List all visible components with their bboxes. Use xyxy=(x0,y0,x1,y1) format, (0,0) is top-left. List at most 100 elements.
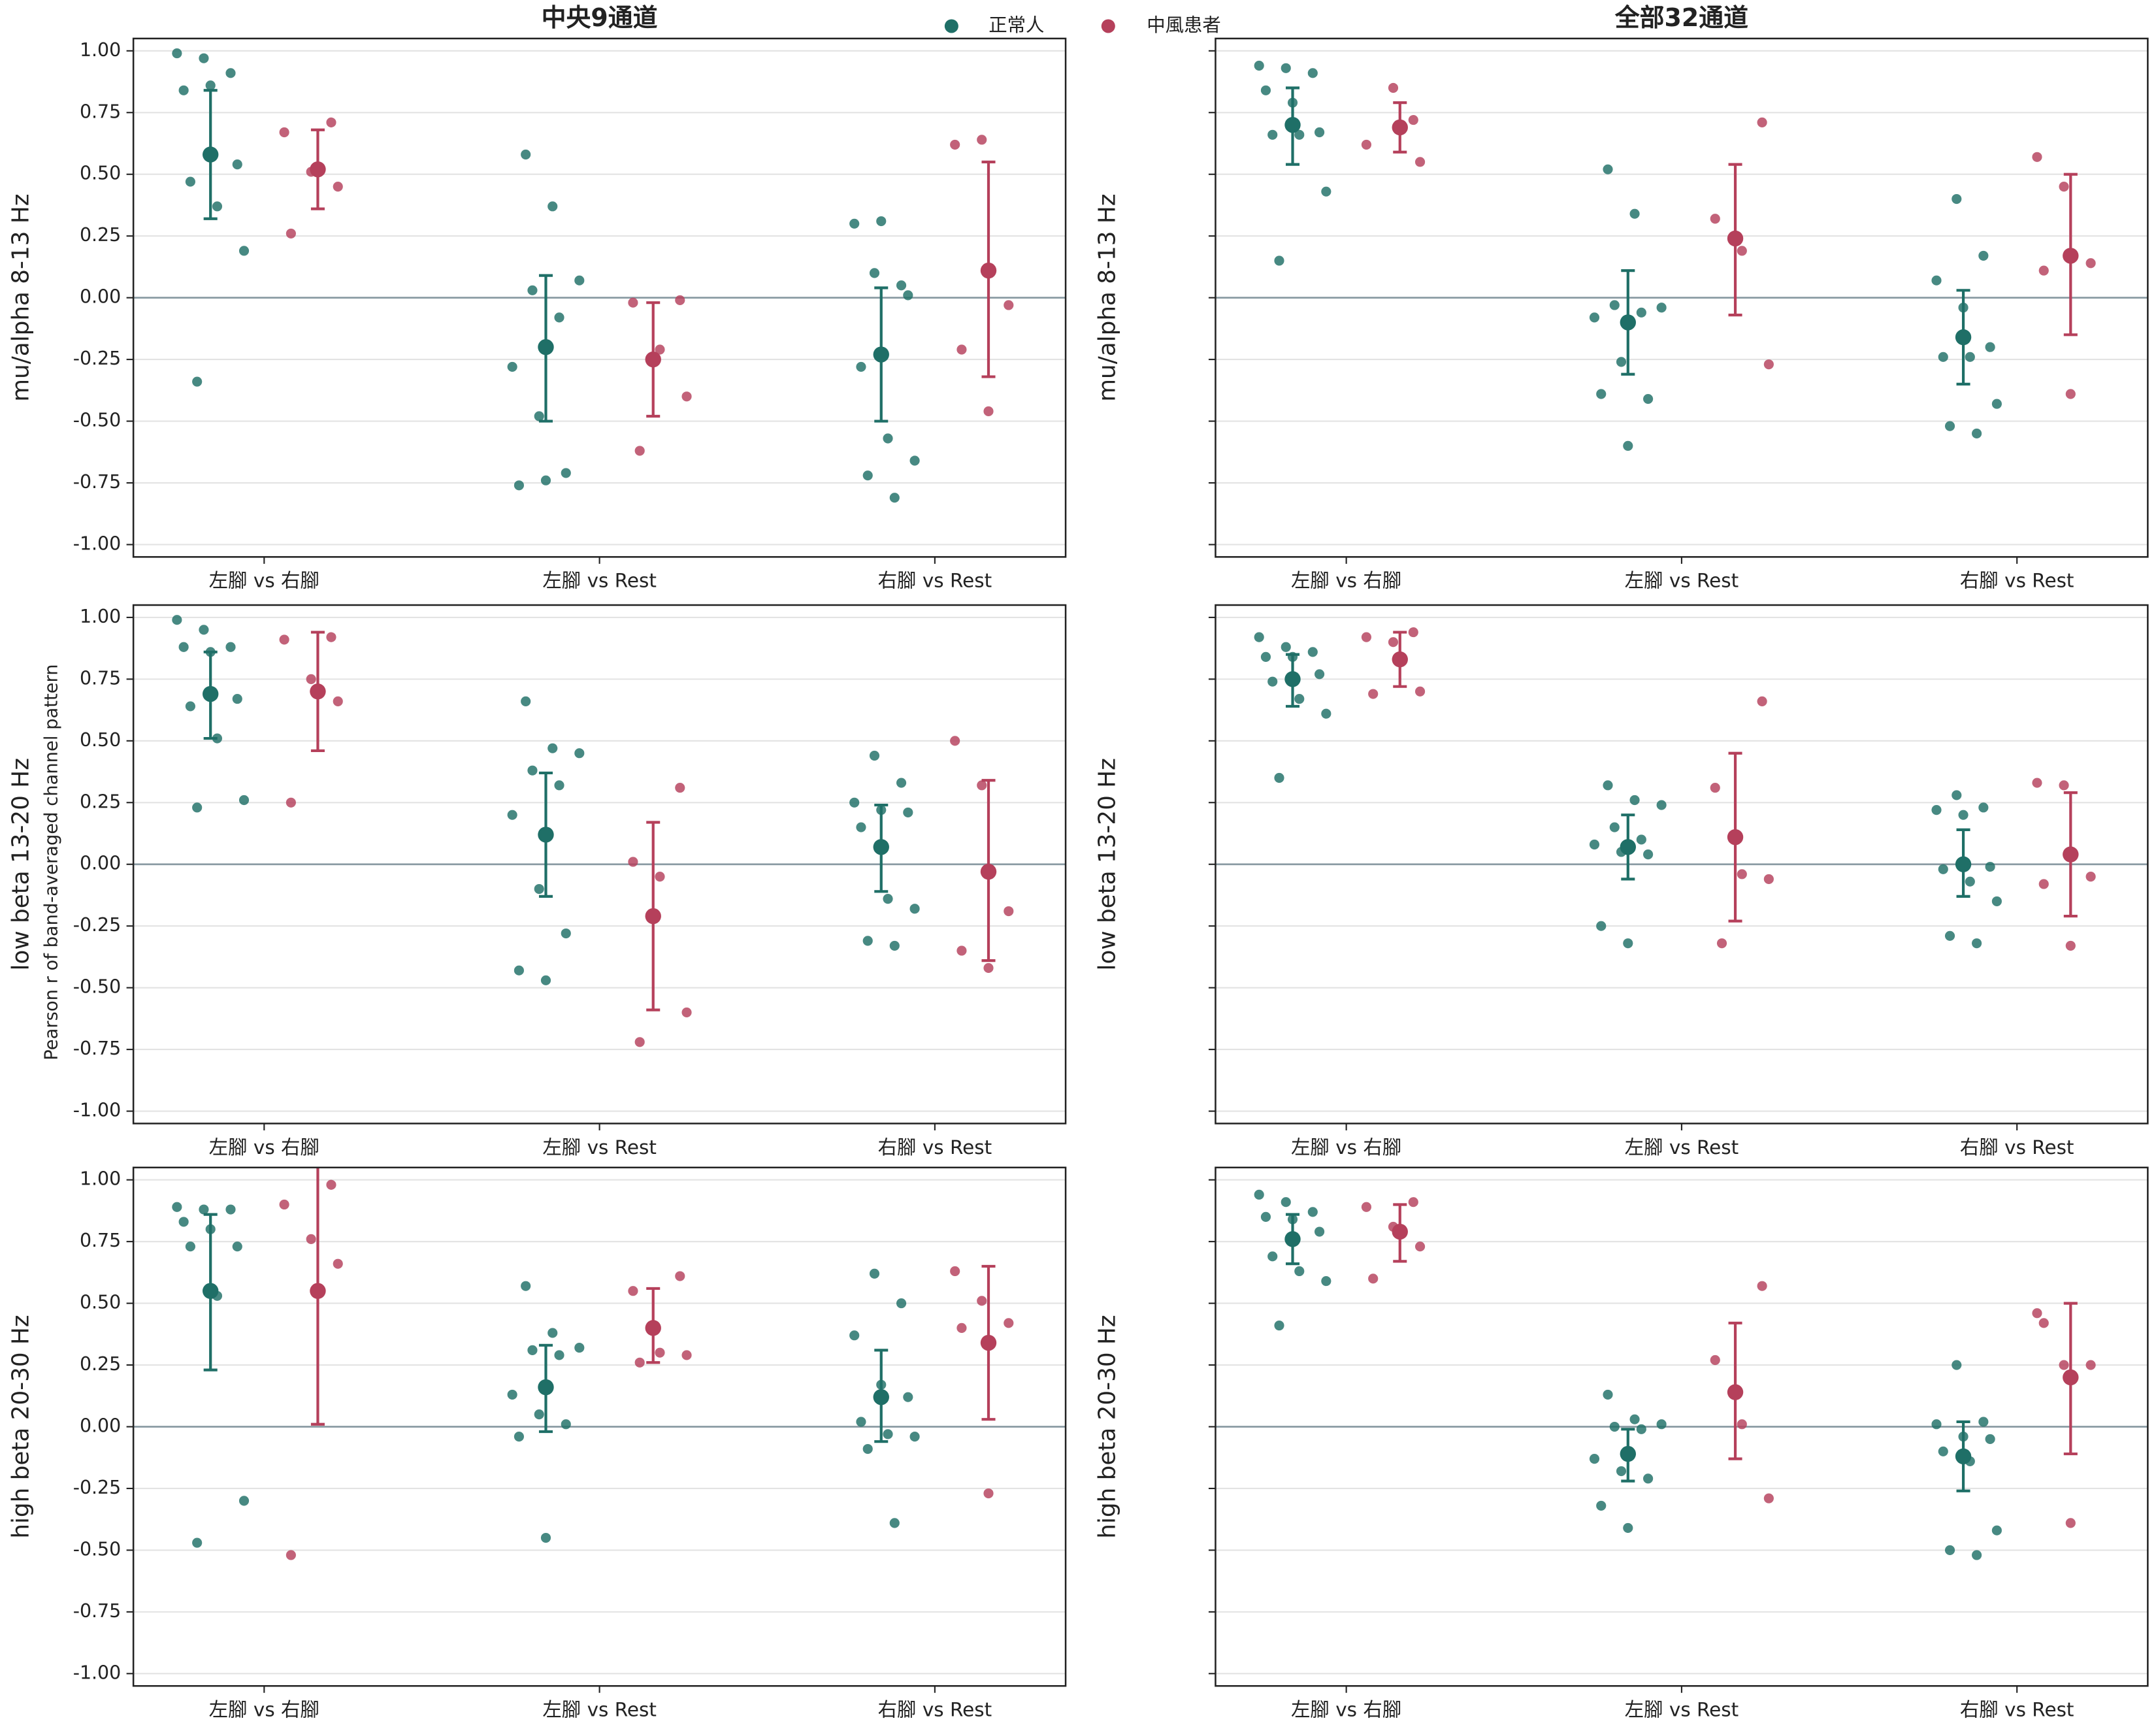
y-tick-label: 1.00 xyxy=(80,39,121,61)
data-point xyxy=(1636,1424,1646,1434)
data-point xyxy=(1274,772,1284,783)
data-point xyxy=(634,1357,645,1368)
mean-marker xyxy=(202,685,219,702)
data-point xyxy=(1623,938,1633,949)
data-point xyxy=(1260,651,1271,662)
data-point xyxy=(1004,1318,1014,1328)
data-point xyxy=(1274,255,1284,266)
x-tick-label: 左腳 vs 右腳 xyxy=(1291,1699,1401,1721)
data-point xyxy=(1636,834,1646,845)
data-point xyxy=(883,1429,893,1439)
data-point xyxy=(1254,60,1264,71)
data-point xyxy=(192,802,203,813)
plot-area xyxy=(1254,60,2096,451)
data-point xyxy=(849,797,860,808)
mean-marker xyxy=(1392,1223,1408,1240)
legend-label: 中風患者 xyxy=(1147,14,1221,36)
mean-marker xyxy=(1727,230,1744,247)
x-tick-label: 左腳 vs Rest xyxy=(1625,1699,1739,1721)
data-point xyxy=(628,1286,638,1296)
data-point xyxy=(655,344,665,355)
data-point xyxy=(1656,303,1667,313)
data-point xyxy=(225,1204,236,1215)
mean-marker xyxy=(202,146,219,163)
data-point xyxy=(634,1037,645,1047)
y-tick-label: -1.00 xyxy=(73,1662,122,1683)
data-point xyxy=(1361,1202,1372,1212)
data-point xyxy=(521,149,531,160)
data-point xyxy=(1643,849,1654,860)
data-point xyxy=(1307,647,1318,657)
mean-marker xyxy=(1727,829,1744,846)
data-point xyxy=(1596,1500,1607,1511)
data-point xyxy=(574,748,585,759)
data-point xyxy=(2059,182,2069,192)
data-point xyxy=(1596,389,1607,399)
x-tick-label: 左腳 vs 右腳 xyxy=(209,570,319,592)
y-tick-label: 0.50 xyxy=(80,729,121,751)
data-point xyxy=(1629,208,1640,219)
x-tick-label: 左腳 vs 右腳 xyxy=(1291,1136,1401,1158)
y-tick-label: -0.50 xyxy=(73,1538,122,1560)
data-point xyxy=(2038,1318,2049,1328)
data-point xyxy=(1414,1241,1426,1252)
mean-marker xyxy=(1620,314,1636,331)
y-tick-label: -0.50 xyxy=(73,410,122,431)
data-point xyxy=(1603,164,1613,174)
data-point xyxy=(1757,117,1767,127)
data-point xyxy=(547,743,558,753)
data-point xyxy=(1260,1211,1271,1222)
data-point xyxy=(1938,352,1948,362)
data-point xyxy=(1294,694,1305,704)
y-tick-label: 0.50 xyxy=(80,163,121,184)
y-tick-label: -1.00 xyxy=(73,533,122,554)
data-point xyxy=(1944,930,1955,941)
data-point xyxy=(856,822,866,832)
data-point xyxy=(1978,802,1989,813)
data-point xyxy=(1737,246,1747,256)
shared-y-label: Pearson r of band-averaged channel patte… xyxy=(41,664,61,1060)
data-point xyxy=(1589,312,1600,323)
data-point xyxy=(507,810,517,820)
data-point xyxy=(977,1296,987,1306)
y-tick-label: -0.75 xyxy=(73,471,122,493)
data-point xyxy=(1737,1419,1747,1430)
data-point xyxy=(1991,1525,2002,1536)
data-point xyxy=(1388,637,1399,648)
data-point xyxy=(514,1432,524,1442)
data-point xyxy=(279,127,289,138)
data-point xyxy=(1254,632,1264,642)
y-axis-label: high beta 20-30 Hz xyxy=(8,1315,35,1538)
data-point xyxy=(1254,1189,1264,1200)
data-point xyxy=(232,159,242,170)
data-point xyxy=(903,1392,913,1402)
panel: -1.00 -0.75 -0.50 -0.25 0.00 0.25 0.50 0.75 1.00… xyxy=(8,3,1067,592)
data-point xyxy=(956,945,967,956)
mean-marker xyxy=(2063,248,2079,264)
mean-marker xyxy=(1284,1231,1301,1247)
data-point xyxy=(279,1199,289,1210)
data-point xyxy=(172,48,182,59)
x-tick-label: 右腳 vs Rest xyxy=(878,1699,992,1721)
data-point xyxy=(849,1330,860,1341)
data-point xyxy=(326,117,336,127)
data-point xyxy=(983,406,994,417)
data-point xyxy=(2065,1518,2076,1528)
x-tick-label: 左腳 vs Rest xyxy=(542,570,657,592)
mean-marker xyxy=(1955,856,1972,872)
y-axis-label: low beta 13-20 Hz xyxy=(1094,758,1120,970)
data-point xyxy=(286,797,296,808)
mean-marker xyxy=(645,908,661,925)
data-point xyxy=(1972,1550,1982,1560)
data-point xyxy=(238,246,250,256)
y-tick-label: 0.25 xyxy=(80,224,121,246)
data-point xyxy=(1985,342,1995,352)
data-point xyxy=(333,182,343,192)
panel-title: 中央9通道 xyxy=(542,3,658,32)
data-point xyxy=(1710,1355,1720,1366)
data-point xyxy=(199,53,209,63)
data-point xyxy=(205,80,216,91)
data-point xyxy=(1321,708,1331,719)
data-point xyxy=(514,965,524,976)
